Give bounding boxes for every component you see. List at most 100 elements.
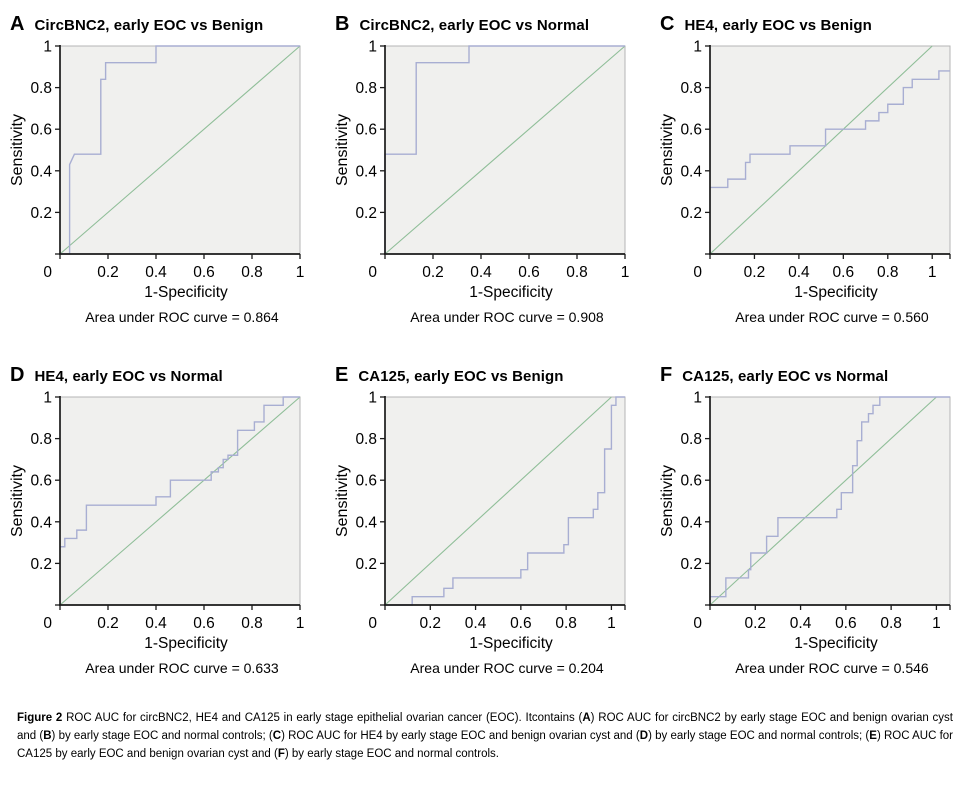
x-axis-label: 1-Specificity — [144, 635, 228, 652]
roc-panel-f: F CA125, early EOC vs Normal 0.2 0.4 0.6 0.… — [652, 363, 971, 676]
roc-panel-a: A CircBNC2, early EOC vs Benign 0.2 0.4 0.… — [2, 12, 325, 325]
panel-title: B CircBNC2, early EOC vs Normal — [335, 12, 650, 36]
x-tick-label: 0.6 — [510, 615, 532, 632]
reference-line — [59, 45, 301, 255]
roc-panel-e: E CA125, early EOC vs Benign 0.2 0.4 0.6 0.… — [327, 363, 650, 676]
x-axis-label: 1-Specificity — [144, 284, 228, 301]
origin-tick-label: 0 — [43, 264, 52, 281]
y-axis-label: Sensitivity — [334, 114, 351, 186]
y-tick-label: 0.8 — [680, 431, 702, 448]
roc-plot-svg: 0.2 0.4 0.6 0.8 1 0.2 0.4 0.6 0.8 1 0 Sensitivity — [334, 390, 626, 632]
y-tick-label: 1 — [693, 390, 702, 407]
figure-caption: Figure 2 ROC AUC for circBNC2, HE4 and C… — [17, 710, 953, 763]
x-axis-label: 1-Specificity — [794, 635, 878, 652]
y-tick-label: 0.2 — [30, 556, 52, 573]
y-tick-label: 1 — [693, 39, 702, 56]
y-tick-label: 0.6 — [680, 122, 702, 139]
x-tick-label: 0.2 — [422, 264, 444, 281]
y-tick-label: 0.8 — [355, 80, 377, 97]
x-tick-label: 0.6 — [833, 264, 855, 281]
caption-segment: ) ROC AUC for circBNC2 by early stage EO… — [17, 712, 954, 742]
x-tick-label: 0.2 — [97, 615, 119, 632]
roc-plot: 0.2 0.4 0.6 0.8 1 0.2 0.4 0.6 0.8 1 0 Sensitivity — [8, 389, 308, 635]
x-tick-label: 1 — [296, 264, 305, 281]
caption-segment: F — [277, 747, 285, 760]
y-tick-label: 1 — [368, 39, 377, 56]
caption-segment: E — [869, 729, 877, 742]
y-tick-label: 0.4 — [680, 514, 702, 531]
reference-line — [709, 396, 937, 606]
auc-caption: Area under ROC curve = 0.908 — [410, 309, 604, 325]
roc-plot-svg: 0.2 0.4 0.6 0.8 1 0.2 0.4 0.6 0.8 1 0 Sensitivity — [334, 39, 629, 282]
y-tick-label: 0.2 — [680, 205, 702, 222]
y-tick-label: 0.4 — [30, 514, 52, 531]
y-tick-label: 0.8 — [355, 431, 377, 448]
origin-tick-label: 0 — [693, 264, 702, 281]
y-tick-label: 0.2 — [355, 556, 377, 573]
origin-tick-label: 0 — [368, 264, 377, 281]
y-axis-label: Sensitivity — [9, 114, 26, 186]
roc-curve — [710, 396, 950, 598]
roc-plot-svg: 0.2 0.4 0.6 0.8 1 0.2 0.4 0.6 0.8 1 0 Sensitivity — [659, 390, 951, 632]
auc-caption: Area under ROC curve = 0.546 — [735, 660, 929, 676]
x-tick-label: 0.8 — [241, 264, 263, 281]
roc-plot: 0.2 0.4 0.6 0.8 1 0.2 0.4 0.6 0.8 1 0 Sensitivity — [333, 389, 633, 635]
panel-title: A CircBNC2, early EOC vs Benign — [10, 12, 325, 36]
reference-line — [384, 45, 626, 255]
caption-segment: ) by early stage EOC and normal controls… — [648, 729, 870, 742]
caption-segment: A — [582, 712, 591, 724]
x-tick-label: 0.4 — [145, 615, 167, 632]
reference-line — [59, 396, 301, 606]
panel-heading: HE4, early EOC vs Normal — [34, 368, 223, 385]
roc-curve — [60, 45, 300, 255]
x-tick-label: 1 — [928, 264, 937, 281]
origin-tick-label: 0 — [43, 615, 52, 632]
caption-segment: D — [639, 729, 649, 742]
roc-plot-svg: 0.2 0.4 0.6 0.8 1 0.2 0.4 0.6 0.8 1 0 Sensitivity — [9, 39, 305, 282]
x-tick-label: 0.6 — [193, 264, 215, 281]
y-axis-label: Sensitivity — [9, 465, 26, 537]
reference-line — [384, 396, 612, 606]
x-axis-label: 1-Specificity — [469, 284, 553, 301]
y-tick-label: 0.8 — [30, 431, 52, 448]
panel-letter: C — [660, 13, 675, 35]
y-tick-label: 0.4 — [355, 163, 377, 180]
y-tick-label: 0.6 — [680, 473, 702, 490]
plot-area — [709, 396, 951, 606]
x-tick-label: 0.8 — [555, 615, 577, 632]
caption-segment: C — [272, 729, 282, 742]
y-tick-label: 0.6 — [30, 122, 52, 139]
roc-curve — [385, 396, 625, 606]
roc-panel-grid: A CircBNC2, early EOC vs Benign 0.2 0.4 0.… — [2, 12, 969, 676]
roc-plot: 0.2 0.4 0.6 0.8 1 0.2 0.4 0.6 0.8 1 0 Sensitivity — [658, 389, 958, 635]
caption-segment: ) by early stage EOC and normal controls… — [51, 729, 273, 742]
y-axis-label: Sensitivity — [659, 114, 676, 186]
x-tick-label: 0.2 — [420, 615, 442, 632]
x-tick-label: 0.4 — [788, 264, 810, 281]
y-tick-label: 1 — [43, 390, 52, 407]
panel-heading: CA125, early EOC vs Benign — [358, 368, 564, 385]
plot-area — [709, 45, 951, 255]
panel-title: E CA125, early EOC vs Benign — [335, 363, 650, 387]
caption-segment: ) ROC AUC for HE4 by early stage EOC and… — [281, 729, 640, 742]
roc-panel-c: C HE4, early EOC vs Benign 0.2 0.4 0.6 0.8 1… — [652, 12, 971, 325]
roc-plot-svg: 0.2 0.4 0.6 0.8 1 0.2 0.4 0.6 0.8 1 0 Sensitivity — [9, 390, 304, 633]
x-tick-label: 0.4 — [145, 264, 167, 281]
caption-segment: B — [43, 729, 52, 742]
roc-panel-b: B CircBNC2, early EOC vs Normal 0.2 0.4 0.… — [327, 12, 650, 325]
panel-title: F CA125, early EOC vs Normal — [660, 363, 971, 387]
x-tick-label: 0.8 — [566, 264, 588, 281]
x-tick-label: 0.4 — [465, 615, 487, 632]
origin-tick-label: 0 — [693, 615, 702, 632]
y-tick-label: 0.4 — [30, 163, 52, 180]
caption-segment: ROC AUC for circBNC2, HE4 and CA125 in e… — [62, 712, 583, 724]
roc-curve — [60, 396, 300, 548]
y-axis-label: Sensitivity — [334, 465, 351, 537]
x-tick-label: 0.6 — [518, 264, 540, 281]
y-axis-label: Sensitivity — [659, 465, 676, 537]
roc-plot: 0.2 0.4 0.6 0.8 1 0.2 0.4 0.6 0.8 1 0 Sensitivity — [8, 38, 308, 284]
y-tick-label: 0.8 — [30, 80, 52, 97]
y-tick-label: 0.6 — [355, 473, 377, 490]
panel-letter: F — [660, 364, 673, 386]
panel-heading: CA125, early EOC vs Normal — [682, 368, 889, 385]
